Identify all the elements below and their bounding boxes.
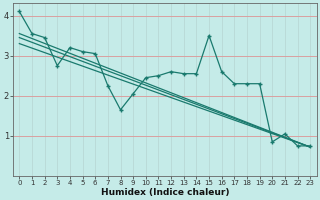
X-axis label: Humidex (Indice chaleur): Humidex (Indice chaleur) bbox=[100, 188, 229, 197]
